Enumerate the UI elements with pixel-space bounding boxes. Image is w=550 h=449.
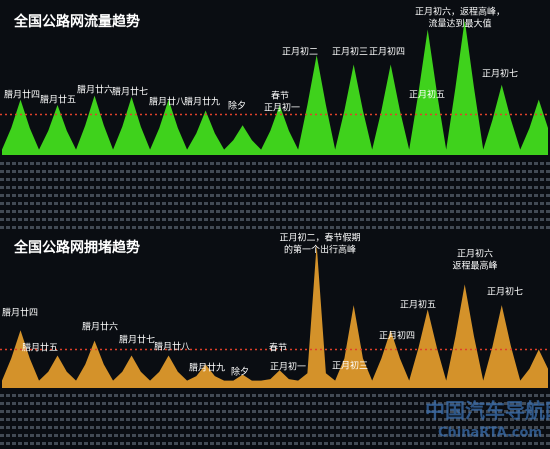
- annotation: 除夕: [231, 366, 249, 378]
- annotation: 正月初七: [482, 68, 518, 80]
- watermark: ChinaRTA.com: [438, 426, 542, 441]
- chart-title: 全国公路网流量趋势: [13, 13, 140, 30]
- annotation: 腊月廿九: [184, 96, 220, 108]
- annotation: 的第一个出行高峰: [284, 244, 356, 256]
- annotation: 腊月廿五: [40, 94, 76, 106]
- x-axis-labels: [0, 158, 550, 232]
- annotation: 正月初二: [282, 46, 318, 58]
- annotation: 正月初一: [264, 102, 300, 114]
- annotation: 腊月廿六: [77, 84, 113, 96]
- annotation: 腊月廿四: [2, 307, 38, 319]
- annotation: 正月初五: [400, 299, 436, 311]
- chart-title: 全国公路网拥堵趋势: [13, 239, 140, 256]
- annotation: 腊月廿八: [154, 341, 190, 353]
- annotation: 正月初六: [457, 248, 493, 260]
- annotation: 正月初三: [332, 360, 368, 372]
- annotation: 正月初六，返程高峰，: [415, 6, 505, 18]
- annotation: 正月初二，春节假期: [279, 232, 360, 244]
- annotation: 正月初五: [409, 89, 445, 101]
- annotation: 正月初一: [270, 361, 306, 373]
- annotation: 腊月廿五: [22, 342, 58, 354]
- annotation: 腊月廿七: [112, 86, 148, 98]
- watermark: 中国汽车导航网: [425, 399, 550, 423]
- area: [2, 244, 548, 388]
- annotation: 流量达到最大值: [428, 18, 491, 30]
- annotation: 返程最高峰: [452, 260, 497, 272]
- annotation: 腊月廿七: [119, 334, 155, 346]
- annotation: 除夕: [228, 100, 246, 112]
- annotation: 春节: [269, 342, 287, 354]
- annotation: 腊月廿八: [149, 96, 185, 108]
- x-axis-labels: [0, 392, 550, 449]
- annotation: 腊月廿六: [82, 321, 118, 333]
- annotation: 春节: [271, 90, 289, 102]
- annotation: 腊月廿四: [4, 89, 40, 101]
- annotation: 腊月廿九: [189, 362, 225, 374]
- annotation: 正月初四: [369, 46, 405, 58]
- area: [2, 20, 548, 155]
- annotation: 正月初三: [332, 46, 368, 58]
- annotation: 正月初四: [379, 330, 415, 342]
- annotation: 正月初七: [487, 286, 523, 298]
